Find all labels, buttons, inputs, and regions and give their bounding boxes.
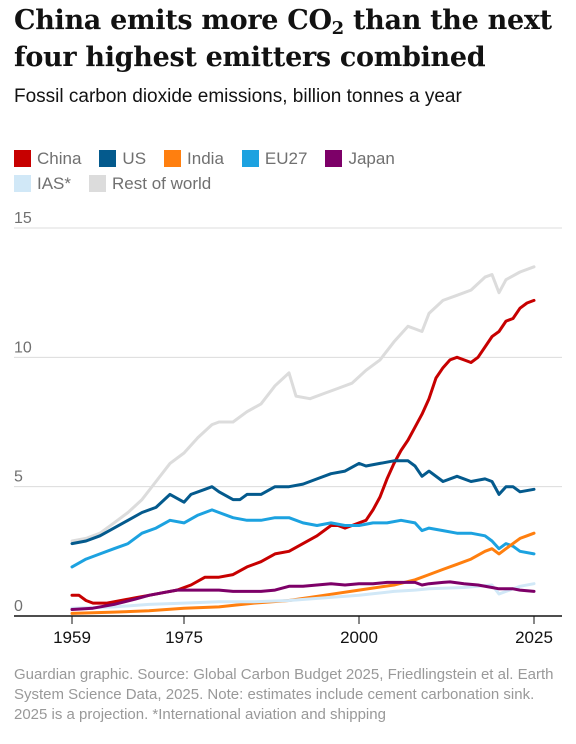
title-text-end: than the next four highest emitters comb… [14, 5, 552, 73]
chart-subtitle: Fossil carbon dioxide emissions, billion… [14, 86, 462, 107]
legend-label: China [37, 148, 82, 168]
x-tick-label: 1959 [53, 628, 91, 647]
title-subscript: 2 [331, 18, 345, 39]
x-tick-label: 2025 [515, 628, 553, 647]
legend-swatch [99, 150, 117, 167]
legend-swatch [89, 175, 107, 192]
series-line-rest-of-world [70, 265, 536, 543]
legend-item-japan: Japan [325, 148, 395, 169]
title-text: China emits more CO [14, 5, 332, 36]
legend-item-rest-of-world: Rest of world [89, 174, 211, 194]
y-tick-label: 5 [14, 469, 23, 486]
legend-label: US [122, 148, 147, 168]
series-line-us [70, 459, 536, 546]
legend-swatch [241, 150, 259, 167]
series-line-ias [70, 582, 536, 610]
x-tick-label: 2000 [340, 628, 378, 647]
legend-label: EU27 [264, 148, 308, 168]
series-line-china [70, 298, 536, 605]
legend-row: IAS* Rest of world [14, 171, 554, 196]
legend-item-us: US [99, 149, 146, 169]
legend-label: Rest of world [112, 173, 212, 193]
legend-item-india: India [164, 149, 224, 169]
legend-label: Japan [348, 148, 395, 168]
series-line-japan [70, 580, 536, 611]
legend: China US India EU27 Japan IAS* Rest of world [14, 146, 554, 196]
legend-swatch [325, 150, 343, 167]
series-line-india [70, 531, 536, 615]
legend-swatch [164, 150, 182, 167]
source-note: Guardian graphic. Source: Global Carbon … [14, 666, 554, 723]
legend-swatch [14, 175, 31, 192]
line-chart: 0 5 10 15 1959 1975 2000 2025 [14, 210, 562, 647]
y-tick-label: 15 [14, 210, 32, 227]
y-tick-label: 0 [14, 598, 23, 615]
y-tick-label: 10 [14, 339, 32, 356]
legend-label: India [187, 148, 224, 168]
x-tick-label: 1975 [165, 628, 203, 647]
legend-row: China US India EU27 Japan [14, 146, 554, 171]
legend-swatch [14, 150, 31, 167]
legend-item-ias: IAS* [14, 174, 71, 194]
legend-item-eu27: EU27 [241, 148, 308, 169]
series-line-eu27 [70, 508, 536, 569]
legend-label: IAS* [37, 173, 72, 193]
chart-title: China emits more CO2 than the next four … [14, 2, 566, 76]
legend-item-china: China [14, 149, 81, 169]
